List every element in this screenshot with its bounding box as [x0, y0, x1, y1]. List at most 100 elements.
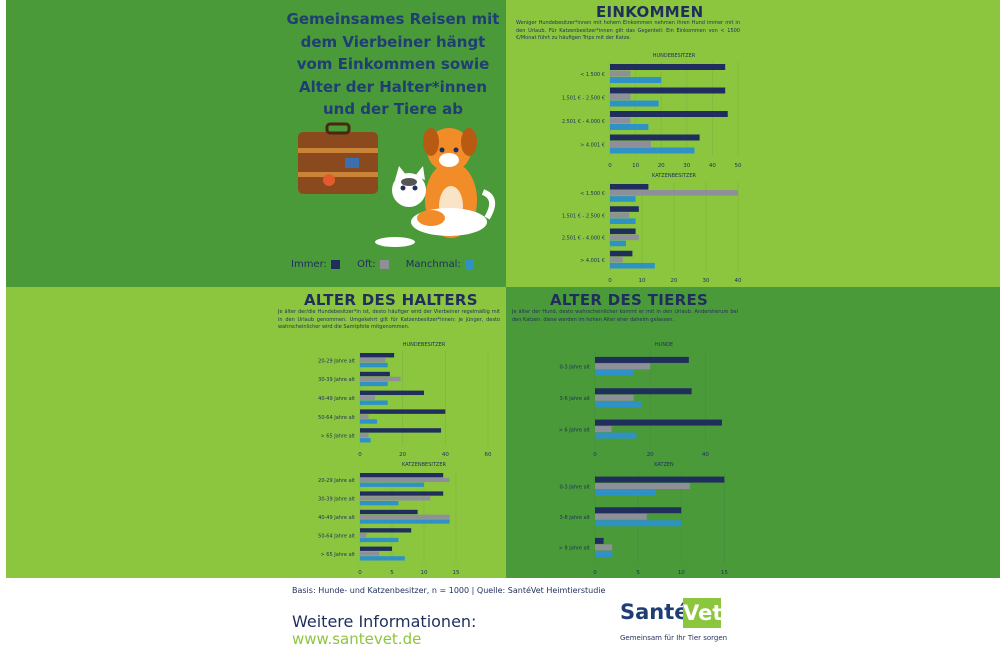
bar-immer	[610, 184, 649, 190]
chart-tier-hunde: HUNDE 0 20 40 0-3 Jahre alt 3-6 Jahre alt > 6 …	[559, 342, 722, 458]
headline: Gemeinsames Reisen mit dem Vierbeiner hä…	[282, 8, 504, 121]
logo-vet-badge: Vet	[683, 598, 722, 628]
bar-immer	[595, 476, 725, 483]
bar-oft	[360, 551, 380, 556]
cat-icon	[375, 166, 496, 247]
bar-oft	[595, 513, 647, 520]
category-label: 50-64 Jahre alt	[318, 415, 355, 421]
bar-manchmal	[610, 77, 662, 83]
category-label: 2.501 € - 4.000 €	[562, 119, 605, 125]
bar-manchmal	[610, 147, 695, 154]
tick-label: 0	[593, 570, 597, 576]
bar-manchmal	[360, 438, 371, 443]
bar-immer	[360, 428, 442, 433]
bar-oft	[360, 533, 367, 538]
bar-immer	[360, 546, 392, 551]
bar-oft	[360, 477, 450, 483]
tick-label: 50	[735, 163, 742, 169]
category-label: > 8 Jahre alt	[559, 546, 590, 552]
tick-label: 5	[636, 570, 640, 576]
tick-label: 10	[632, 163, 639, 169]
headline-line: vom Einkommen sowie	[296, 55, 490, 73]
bar-immer	[595, 537, 604, 544]
chart-einkommen-katzen: KATZENBESITZER 0 10 20 30 40 < 1.500 € 1.501 € …	[562, 173, 742, 284]
bar-immer	[610, 228, 636, 235]
tick-label: 0	[608, 278, 612, 284]
category-label: 30-39 Jahre alt	[318, 497, 355, 503]
tick-label: 0	[593, 452, 597, 458]
bar-oft	[360, 514, 450, 519]
bar-immer	[610, 111, 728, 117]
bar-oft	[360, 433, 369, 438]
bar-immer	[360, 371, 390, 377]
category-label: < 1.500 €	[580, 191, 605, 197]
tick-label: 20	[658, 163, 665, 169]
legend: Immer: Oft: Manchmal:	[291, 259, 474, 270]
tick-label: 40	[735, 278, 742, 284]
bar-immer	[360, 509, 418, 515]
category-label: 50-64 Jahre alt	[318, 533, 355, 539]
bar-immer	[360, 528, 412, 533]
category-label: 20-29 Jahre alt	[318, 358, 355, 364]
tick-label: 15	[721, 570, 728, 576]
chart-title: HUNDEBESITZER	[653, 53, 696, 59]
bar-immer	[360, 353, 395, 358]
bar-manchmal	[360, 482, 424, 487]
einkommen-panel: EINKOMMEN Weniger Hundebesitzer*innen mi…	[506, 0, 1000, 287]
tick-label: 15	[453, 570, 460, 576]
category-label: > 4.001 €	[580, 142, 605, 148]
bar-manchmal	[360, 381, 388, 387]
bar-manchmal	[595, 520, 682, 527]
tick-label: 10	[421, 570, 428, 576]
logo-tagline: Gemeinsam für Ihr Tier sorgen	[620, 634, 728, 642]
bar-oft	[595, 363, 651, 370]
chart-title: KATZEN	[654, 462, 674, 468]
tick-label: 60	[485, 452, 492, 458]
headline-line: Gemeinsames Reisen mit	[286, 10, 500, 28]
tick-label: 30	[683, 163, 690, 169]
footer: Basis: Hunde- und Katzenbesitzer, n = 10…	[268, 578, 738, 666]
source-note: Basis: Hunde- und Katzenbesitzer, n = 10…	[292, 586, 606, 595]
bar-manchmal	[595, 401, 642, 408]
bar-oft	[595, 544, 613, 551]
category-label: > 6 Jahre alt	[559, 427, 590, 433]
alter-halter-title: ALTER DES HALTERS	[304, 291, 478, 309]
bar-immer	[360, 390, 424, 396]
tick-label: 0	[358, 570, 362, 576]
bar-oft	[360, 357, 386, 363]
category-label: 3-6 Jahre alt	[560, 396, 591, 402]
tick-label: 5	[390, 570, 394, 576]
website-link[interactable]: www.santevet.de	[292, 630, 422, 648]
chart-halter-katzen: KATZENBESITZER 0 5 10 15 20-29 Jahre alt 30-39…	[318, 462, 460, 576]
bar-manchmal	[595, 489, 656, 496]
bar-manchmal	[360, 519, 450, 524]
tick-label: 10	[678, 570, 685, 576]
bar-immer	[610, 134, 700, 141]
bar-immer	[595, 388, 692, 395]
category-label: 0-3 Jahre alt	[560, 484, 591, 490]
bar-immer	[610, 206, 639, 212]
alter-halter-text: Je älter der/die Hundebesitzer*in ist, d…	[278, 309, 500, 330]
bar-manchmal	[360, 362, 388, 368]
legend-label-immer: Immer:	[291, 259, 327, 270]
category-label: 2.501 € - 4.000 €	[562, 236, 605, 242]
bar-oft	[595, 426, 612, 433]
bar-oft	[610, 212, 630, 218]
bar-manchmal	[595, 550, 613, 557]
chart-title: KATZENBESITZER	[652, 173, 696, 179]
bar-oft	[610, 117, 631, 124]
category-label: 40-49 Jahre alt	[318, 515, 355, 521]
santevet-logo: Santé Vet Gemeinsam für Ihr Tier sorgen	[620, 598, 740, 658]
bar-oft	[610, 141, 651, 147]
tick-label: 40	[709, 163, 716, 169]
chart-einkommen-hunde: HUNDEBESITZER 0 10 20 30 40 50 < 1.500 € 1.501 €…	[562, 53, 742, 169]
bar-immer	[595, 356, 689, 363]
einkommen-title: EINKOMMEN	[596, 3, 704, 21]
alter-tier-title: ALTER DES TIERES	[550, 291, 709, 309]
bar-manchmal	[610, 262, 655, 269]
tick-label: 0	[358, 452, 362, 458]
headline-line: und der Tiere ab	[322, 100, 464, 118]
intro-panel: Gemeinsames Reisen mit dem Vierbeiner hä…	[6, 0, 506, 287]
bar-oft	[610, 70, 631, 77]
bar-oft	[360, 496, 431, 501]
